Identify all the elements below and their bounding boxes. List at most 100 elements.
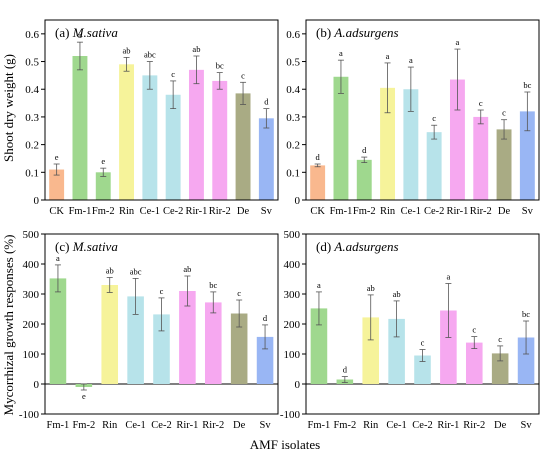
panel-title: (b) A.adsurgens	[316, 25, 399, 40]
bar	[258, 118, 274, 200]
x-tick-label: Ce-2	[424, 206, 444, 217]
y-tick-label: 400	[23, 259, 40, 271]
x-tick-label: Ce-2	[412, 420, 432, 431]
x-tick-label: Fm-2	[72, 420, 95, 431]
x-tick-label: Fm-2	[92, 206, 115, 217]
x-tick-label: Rir-2	[463, 420, 485, 431]
y-tick-label: 0	[34, 195, 40, 207]
bar	[212, 80, 228, 200]
significance-letter: d	[263, 313, 268, 323]
significance-letter: c	[171, 69, 175, 79]
significance-letter: d	[362, 145, 367, 155]
x-tick-label: De	[237, 206, 250, 217]
x-tick-label: Ce-1	[386, 420, 406, 431]
x-tick-label: Rir-1	[446, 206, 468, 217]
bar	[179, 291, 196, 384]
y-tick-label: 0.4	[25, 84, 39, 96]
y-tick-label: 0.4	[286, 84, 300, 96]
y-tick-label: 100	[284, 349, 301, 361]
x-tick-label: Fm-1	[69, 206, 92, 217]
chart-panel: 0 0.1 0.2 0.3 0.4 0.5 0.6 d CK a Fm-1 d Fm-2 a Rin a Ce-…	[286, 19, 540, 217]
plot-frame	[305, 233, 540, 415]
ylabel-bottom: Mycorrhizal growth responses (%)	[1, 235, 16, 416]
x-tick-label: CK	[49, 206, 64, 217]
y-tick-label: 0.1	[25, 167, 39, 179]
significance-letter: d	[316, 152, 321, 162]
bar	[127, 296, 144, 384]
y-tick-label: 300	[23, 289, 40, 301]
significance-letter: bc	[523, 80, 531, 90]
significance-letter: bc	[522, 309, 530, 319]
significance-letter: a	[339, 48, 343, 58]
bar	[165, 94, 181, 200]
x-tick-label: Rir-1	[437, 420, 459, 431]
plot-frame	[44, 19, 279, 201]
y-tick-label: -100	[19, 409, 40, 421]
significance-letter: ab	[192, 44, 200, 54]
panels: 00.10.20.30.40.50.6eCKaFm-1eFm-2abRinabc…	[19, 19, 540, 431]
significance-letter: a	[78, 30, 82, 40]
x-tick-label: Ce-1	[140, 206, 160, 217]
bar	[153, 314, 170, 384]
bar	[310, 165, 326, 200]
bar	[235, 93, 251, 200]
y-tick-label: 300	[284, 289, 301, 301]
x-tick-label: Rir-1	[176, 420, 198, 431]
bar	[95, 172, 111, 200]
significance-letter: c	[421, 338, 425, 348]
x-tick-label: Rir-2	[470, 206, 492, 217]
significance-letter: d	[343, 365, 348, 375]
bar	[356, 159, 372, 200]
bar	[142, 75, 158, 200]
significance-letter: bc	[216, 61, 224, 71]
x-tick-label: Ce-1	[125, 420, 145, 431]
ylabel-top: Shoot dry weight (g)	[1, 54, 16, 162]
plot-frame	[44, 233, 279, 415]
y-tick-label: 0.1	[286, 167, 300, 179]
significance-letter: c	[241, 70, 245, 80]
x-tick-label: Rin	[119, 206, 135, 217]
bar	[388, 318, 405, 384]
bar	[72, 56, 88, 200]
y-tick-label: 0	[295, 379, 301, 391]
x-tick-label: Fm-1	[47, 420, 70, 431]
bar	[517, 337, 535, 384]
significance-letter: ab	[367, 283, 375, 293]
x-tick-label: Sv	[521, 420, 533, 431]
y-tick-label: 0	[295, 195, 301, 207]
bar	[333, 76, 349, 200]
y-tick-label: 0.3	[25, 112, 39, 124]
bar	[256, 336, 274, 384]
bar	[101, 285, 119, 384]
x-tick-label: Rir-2	[209, 206, 231, 217]
y-tick-label: 0.2	[286, 140, 300, 152]
significance-letter: c	[479, 98, 483, 108]
chart-panel: -100 0 100 200 300 400 500 a Fm-1 d Fm-2 ab Rin ab Ce-…	[280, 229, 540, 431]
y-tick-label: 0.5	[286, 57, 300, 69]
x-tick-label: Rin	[363, 420, 379, 431]
plot-frame	[305, 19, 540, 201]
x-tick-label: Fm-2	[353, 206, 376, 217]
bar	[414, 355, 431, 384]
y-tick-label: 0.6	[286, 29, 300, 41]
panel-title: (a) M.sativa	[55, 25, 118, 40]
x-tick-label: De	[233, 420, 246, 431]
x-tick-label: Ce-1	[401, 206, 421, 217]
bar	[491, 353, 509, 384]
bar	[310, 308, 328, 384]
significance-letter: e	[55, 152, 59, 162]
bar	[440, 310, 457, 384]
x-tick-label: Rin	[380, 206, 396, 217]
x-tick-label: Ce-2	[163, 206, 183, 217]
significance-letter: c	[432, 113, 436, 123]
x-tick-label: Fm-2	[333, 420, 356, 431]
y-tick-label: 400	[284, 259, 301, 271]
significance-letter: a	[456, 37, 460, 47]
bar	[496, 129, 512, 200]
significance-letter: c	[160, 286, 164, 296]
bar	[426, 132, 442, 200]
x-tick-label: Sv	[261, 206, 273, 217]
x-tick-label: De	[494, 420, 507, 431]
bar	[188, 69, 204, 200]
